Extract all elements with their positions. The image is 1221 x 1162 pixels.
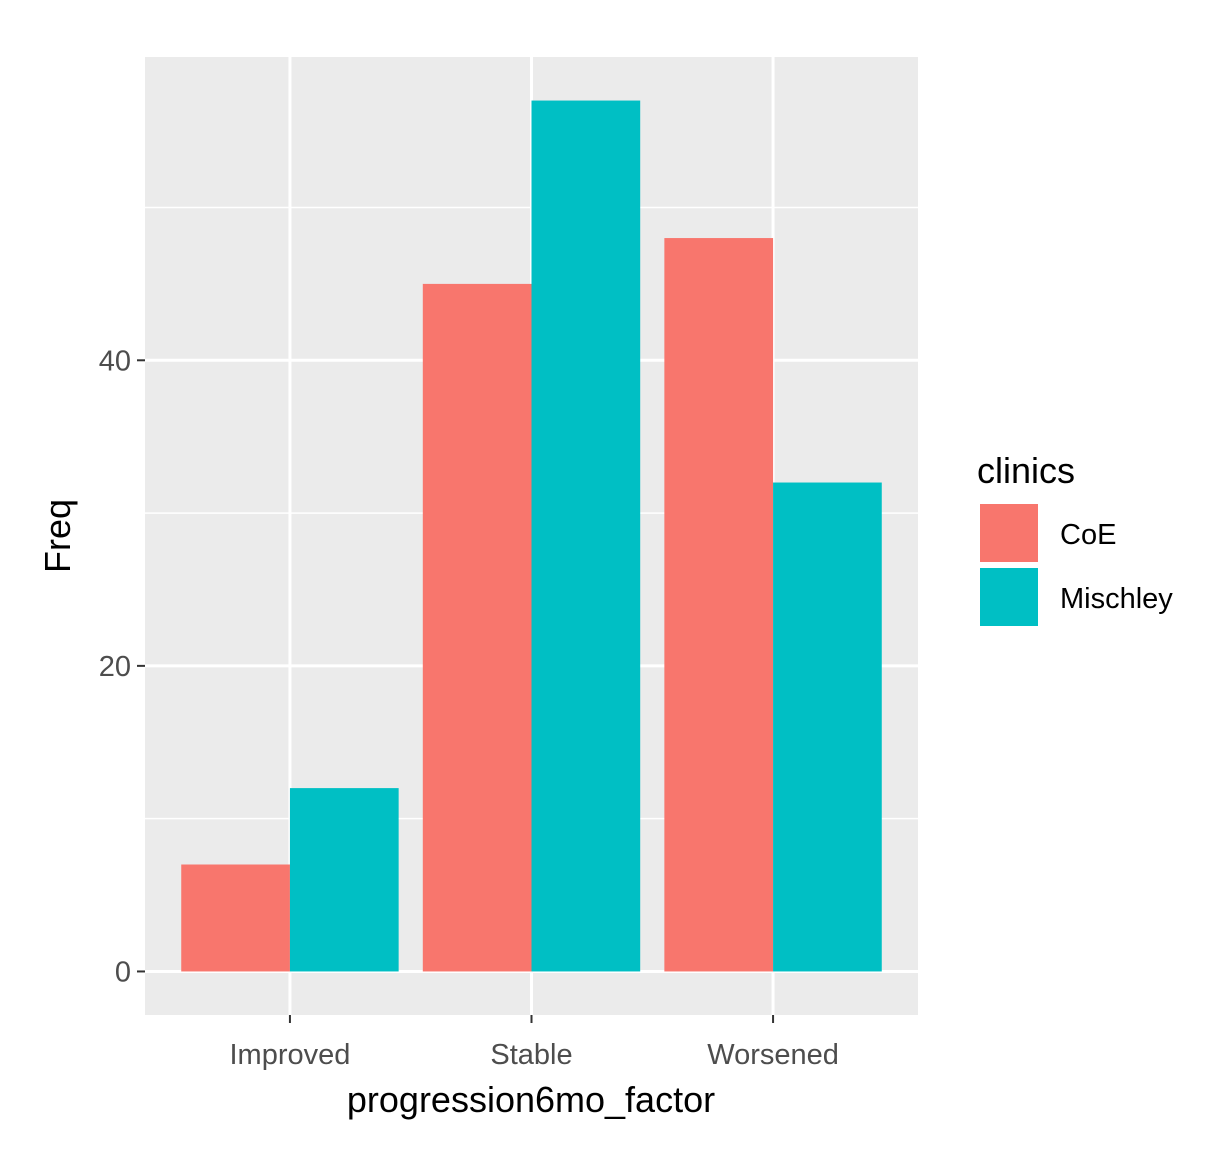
x-axis: Improved Stable Worsened: [229, 1015, 839, 1071]
bar-mischley-stable: [531, 100, 641, 972]
bar-coe-improved: [181, 864, 290, 972]
bars: [181, 100, 882, 972]
y-tick-label: 20: [99, 651, 131, 683]
bar-coe-worsened: [664, 238, 774, 972]
y-tick-label: 40: [99, 345, 131, 377]
bar-mischley-worsened: [773, 482, 882, 972]
legend-label-coe: CoE: [1060, 519, 1116, 551]
x-tick-label: Improved: [229, 1039, 350, 1071]
legend-key-mischley: [980, 568, 1038, 626]
bar-coe-stable: [422, 283, 532, 972]
y-axis: 0 20 40: [99, 345, 145, 988]
y-tick-label: 0: [115, 956, 131, 988]
legend-title: clinics: [977, 450, 1075, 491]
legend: clinics CoE Mischley: [977, 450, 1173, 626]
y-axis-title: Freq: [37, 499, 78, 573]
x-tick-label: Worsened: [707, 1039, 839, 1071]
legend-label-mischley: Mischley: [1060, 583, 1173, 615]
x-tick-label: Stable: [490, 1039, 572, 1071]
legend-key-coe: [980, 504, 1038, 562]
x-axis-title: progression6mo_factor: [347, 1079, 715, 1120]
bar-mischley-improved: [289, 788, 399, 972]
